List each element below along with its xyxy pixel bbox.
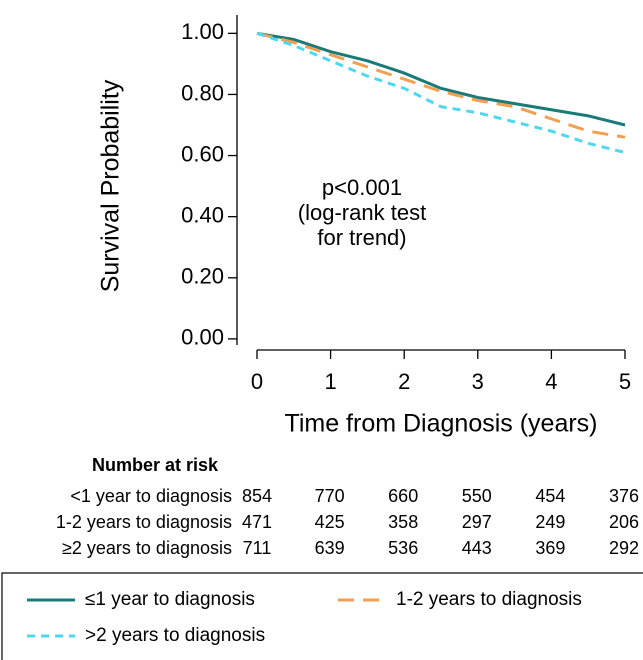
x-tick-label: 4 xyxy=(545,369,557,394)
survival-curve xyxy=(256,31,626,139)
y-tick-label: 0.00 xyxy=(181,325,224,350)
y-tick-label: 0.80 xyxy=(181,80,224,105)
risk-count: 639 xyxy=(315,538,345,558)
risk-count: 297 xyxy=(462,512,492,532)
risk-count: 854 xyxy=(242,486,272,506)
risk-row-label: 1-2 years to diagnosis xyxy=(56,512,232,532)
risk-count: 711 xyxy=(243,538,272,558)
x-axis-title: Time from Diagnosis (years) xyxy=(284,410,597,438)
risk-count: 770 xyxy=(315,486,345,506)
legend-label: >2 years to diagnosis xyxy=(85,625,265,646)
risk-count: 206 xyxy=(609,512,639,532)
annotation: p<0.001 xyxy=(322,175,402,200)
risk-count: 358 xyxy=(388,512,418,532)
risk-count: 249 xyxy=(535,512,565,532)
y-tick-label: 1.00 xyxy=(181,19,224,44)
annotation: for trend) xyxy=(317,225,406,250)
x-tick-label: 1 xyxy=(324,369,336,394)
risk-row-label: <1 year to diagnosis xyxy=(70,486,232,506)
risk-count: 550 xyxy=(462,486,492,506)
y-axis-title: Survival Probability xyxy=(97,79,125,292)
legend-label: ≤1 year to diagnosis xyxy=(85,589,255,610)
risk-count: 376 xyxy=(609,486,639,506)
x-tick-label: 2 xyxy=(398,369,410,394)
legend-box xyxy=(1,572,643,660)
risk-count: 292 xyxy=(609,538,639,558)
risk-count: 660 xyxy=(388,486,418,506)
x-tick-label: 3 xyxy=(472,369,484,394)
risk-count: 425 xyxy=(315,512,345,532)
survival-curve xyxy=(256,31,626,154)
y-tick-label: 0.20 xyxy=(181,264,224,289)
risk-count: 443 xyxy=(462,538,492,558)
survival-curve xyxy=(256,31,626,127)
annotation: (log-rank test xyxy=(298,200,426,225)
legend-label: 1-2 years to diagnosis xyxy=(396,589,582,610)
risk-count: 369 xyxy=(535,538,565,558)
risk-count: 454 xyxy=(535,486,565,506)
y-tick-label: 0.40 xyxy=(181,202,224,227)
risk-table-title: Number at risk xyxy=(92,455,219,475)
risk-count: 471 xyxy=(242,512,272,532)
risk-row-label: ≥2 years to diagnosis xyxy=(62,538,232,558)
x-tick-label: 0 xyxy=(251,369,263,394)
y-tick-label: 0.60 xyxy=(181,141,224,166)
x-tick-label: 5 xyxy=(619,369,631,394)
risk-count: 536 xyxy=(388,538,418,558)
